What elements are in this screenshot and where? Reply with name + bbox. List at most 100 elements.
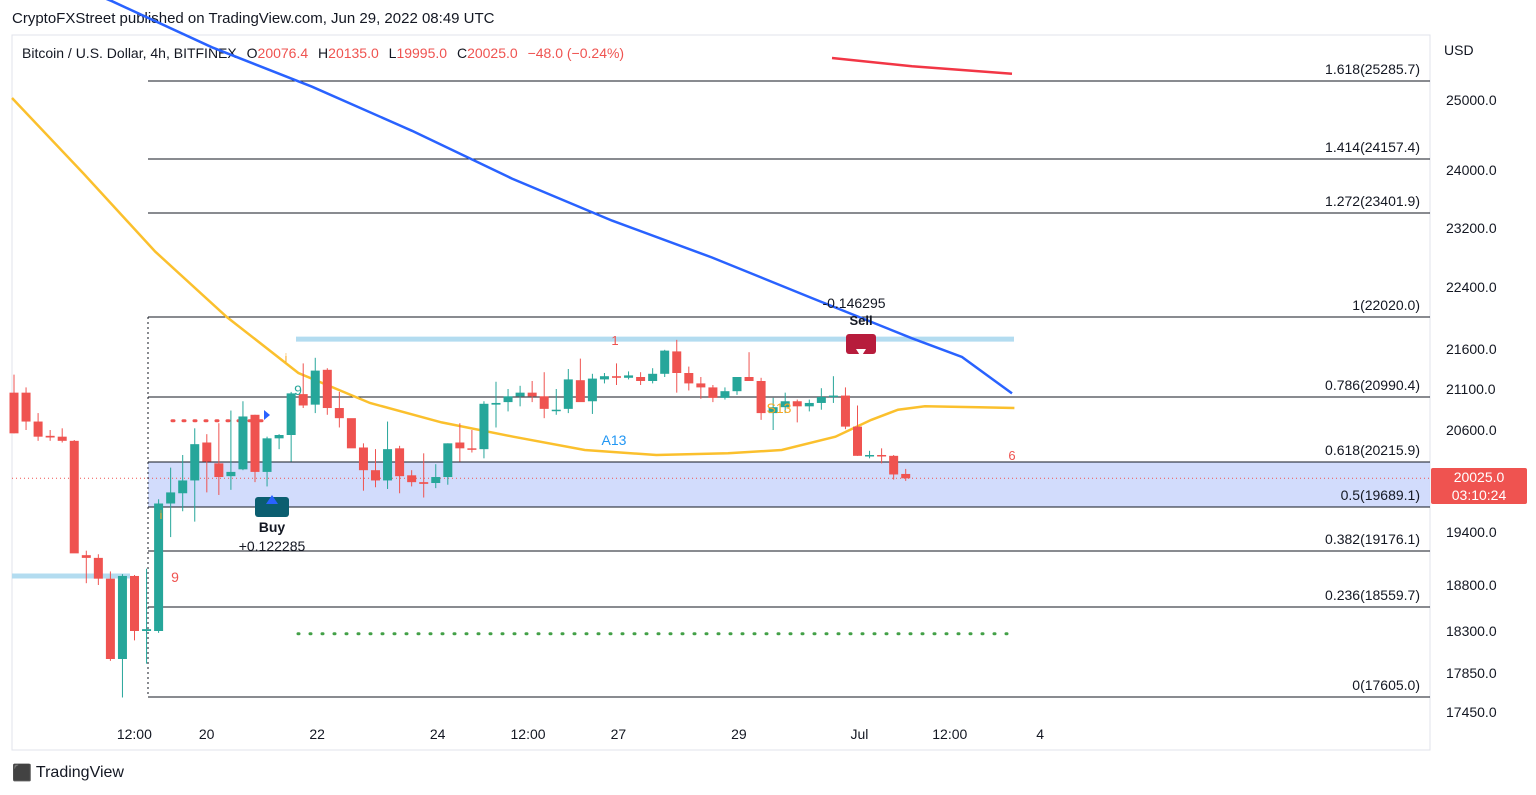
candle[interactable] (648, 368, 658, 384)
candle[interactable] (527, 381, 537, 403)
candle[interactable] (346, 418, 356, 449)
candle[interactable] (889, 454, 899, 480)
candle[interactable] (612, 363, 621, 385)
candle[interactable] (93, 554, 103, 585)
candle[interactable] (334, 391, 344, 428)
candle[interactable] (479, 401, 489, 459)
candle[interactable] (130, 575, 139, 641)
candle[interactable] (443, 443, 453, 485)
candle[interactable] (274, 434, 284, 450)
candle[interactable] (599, 373, 609, 384)
info-icon: i (160, 508, 163, 522)
buy-signal-box[interactable] (255, 497, 289, 517)
ma-red-line[interactable] (831, 56, 1013, 76)
candle[interactable] (395, 445, 405, 494)
candle[interactable] (407, 470, 417, 487)
candle[interactable] (358, 443, 368, 491)
currency-label[interactable]: USD (1444, 42, 1474, 58)
candle-body (214, 463, 224, 478)
candle[interactable] (744, 352, 754, 381)
candle[interactable] (708, 385, 718, 403)
sell-arrow-icon (856, 349, 866, 357)
candle[interactable] (431, 464, 441, 489)
candle[interactable] (21, 387, 31, 430)
candle[interactable] (816, 388, 826, 410)
candle[interactable] (310, 357, 320, 414)
candle-body (81, 555, 91, 558)
candle[interactable] (33, 413, 43, 441)
candle[interactable] (732, 377, 742, 395)
candle[interactable] (250, 414, 260, 483)
candle[interactable] (45, 430, 55, 441)
candle-body (322, 369, 332, 409)
y-tick-label: 17850.0 (1446, 665, 1497, 681)
candle[interactable] (9, 374, 19, 434)
candle[interactable] (322, 368, 332, 415)
ma-orange-line[interactable] (11, 97, 1015, 457)
candle[interactable] (877, 448, 887, 464)
candle[interactable] (190, 428, 200, 522)
candle[interactable] (792, 399, 802, 423)
candle-body (57, 436, 67, 441)
candle[interactable] (166, 467, 176, 538)
y-tick-label: 20600.0 (1446, 422, 1497, 438)
candle-body (515, 392, 525, 397)
x-tick-label: 29 (731, 726, 747, 742)
candle[interactable] (238, 401, 248, 471)
candle[interactable] (69, 439, 79, 554)
candle[interactable] (672, 339, 682, 393)
ma-blue-line[interactable] (12, 0, 1013, 395)
candle[interactable] (636, 372, 646, 385)
candle[interactable] (865, 450, 875, 459)
candle[interactable] (226, 410, 236, 490)
candle-body (491, 402, 501, 405)
candle[interactable] (660, 349, 670, 377)
candle[interactable] (563, 369, 573, 414)
candle[interactable] (840, 387, 850, 430)
y-tick-label: 17450.0 (1446, 704, 1497, 720)
candle[interactable] (575, 358, 585, 403)
sell-signal-box[interactable] (846, 334, 876, 354)
candle[interactable] (901, 468, 911, 481)
candle[interactable] (262, 436, 272, 487)
candle-body (865, 454, 875, 457)
candle[interactable] (828, 376, 838, 403)
candle[interactable] (419, 453, 429, 498)
candle[interactable] (804, 399, 814, 412)
candle[interactable] (154, 499, 164, 633)
candle[interactable] (720, 387, 730, 400)
candle[interactable] (81, 550, 91, 584)
candle[interactable] (455, 423, 465, 462)
candle[interactable] (202, 434, 212, 493)
candle[interactable] (853, 405, 862, 456)
candle[interactable] (57, 428, 67, 443)
candle[interactable] (539, 372, 549, 419)
candle[interactable] (142, 568, 152, 664)
candle[interactable] (551, 389, 561, 415)
candle[interactable] (503, 389, 513, 412)
candle[interactable] (587, 373, 597, 414)
tradingview-logo[interactable]: ⬛ TradingView (12, 763, 124, 783)
candle[interactable] (515, 385, 525, 407)
candle[interactable] (178, 454, 188, 512)
candle-body (286, 393, 296, 435)
candle[interactable] (768, 397, 778, 430)
candle[interactable] (117, 574, 127, 698)
candle[interactable] (105, 571, 115, 661)
buy-value-label: +0.122285 (239, 538, 306, 554)
symbol-legend[interactable]: Bitcoin / U.S. Dollar, 4h, BITFINEX O200… (22, 45, 624, 61)
candle[interactable] (684, 366, 694, 391)
candle[interactable] (624, 371, 634, 380)
candle[interactable] (286, 391, 296, 462)
candle[interactable] (371, 449, 380, 488)
candle[interactable] (383, 421, 393, 489)
high-value: 20135.0 (328, 45, 379, 61)
candle[interactable] (214, 423, 224, 495)
candle[interactable] (491, 381, 501, 428)
candle[interactable] (780, 392, 790, 414)
candle[interactable] (756, 377, 766, 420)
candle[interactable] (467, 430, 477, 453)
candle[interactable] (696, 377, 706, 399)
candle[interactable] (298, 363, 308, 409)
